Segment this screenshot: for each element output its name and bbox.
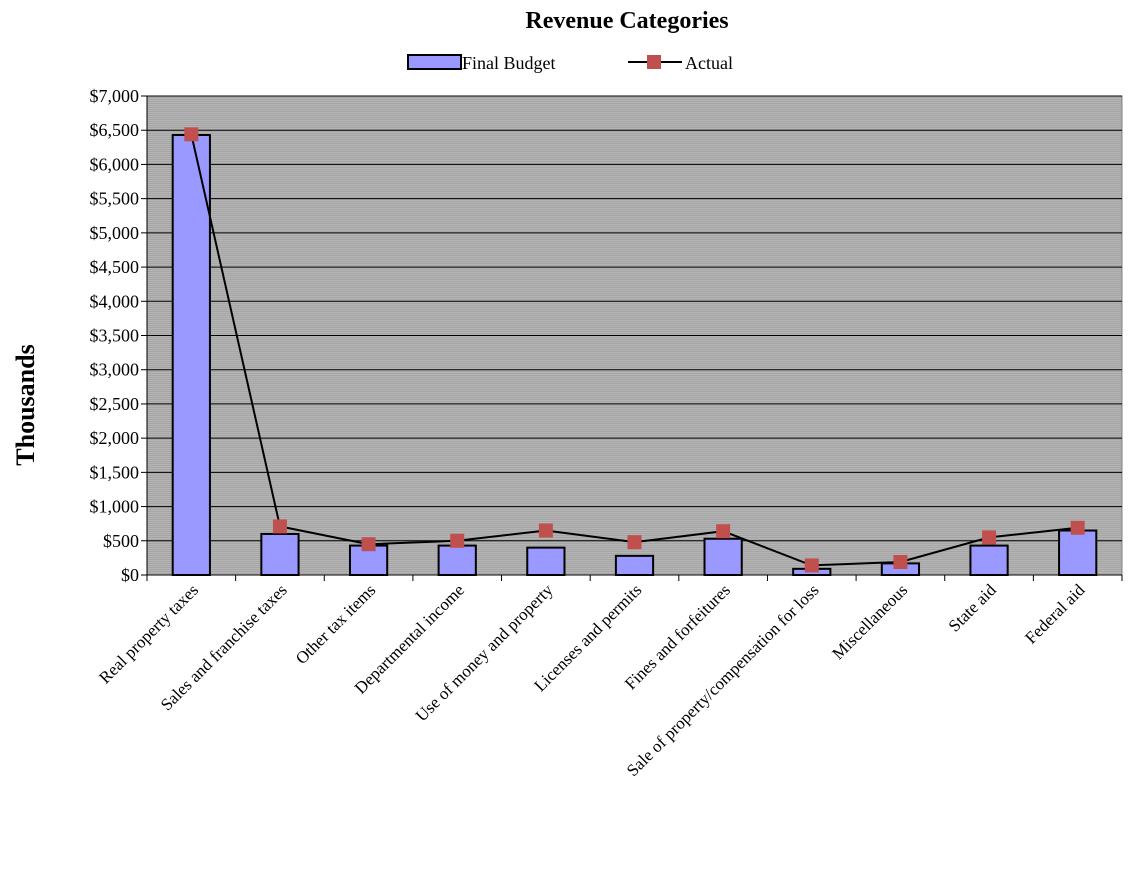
- y-tick-label: $4,000: [90, 291, 140, 311]
- marker-actual: [450, 533, 465, 548]
- x-category-label: Other tax items: [292, 580, 380, 668]
- bar-final-budget: [1058, 529, 1098, 576]
- legend-marker-actual: [647, 55, 661, 69]
- marker-actual: [538, 523, 553, 538]
- bar-final-budget: [437, 544, 477, 577]
- y-tick-label: $6,000: [90, 154, 140, 174]
- marker-actual: [716, 524, 731, 539]
- y-axis-label: Thousands: [11, 344, 40, 465]
- y-tick-label: $500: [103, 531, 139, 551]
- marker-actual: [184, 127, 199, 142]
- bars: [171, 134, 1098, 577]
- marker-actual: [361, 537, 376, 552]
- marker-actual: [627, 535, 642, 550]
- markers: [184, 127, 1085, 573]
- gridlines: [147, 95, 1122, 542]
- y-tick-label: $6,500: [90, 120, 140, 140]
- bar-final-budget: [260, 532, 300, 577]
- chart-title: Revenue Categories: [525, 8, 728, 34]
- y-tick-label: $4,500: [90, 257, 140, 277]
- y-tick-label: $3,500: [90, 326, 140, 346]
- y-tick-label: $1,500: [90, 462, 140, 482]
- y-tick-labels: $0 $500 $1,000 $1,500 $2,000 $2,500 $3,000 $3,5…: [90, 86, 140, 585]
- bar-final-budget: [969, 544, 1009, 577]
- y-tick-label: $7,000: [90, 86, 140, 106]
- marker-actual: [1070, 520, 1085, 535]
- y-tick-label: $2,000: [90, 428, 140, 448]
- x-category-label: Sale of property/compensation for loss: [623, 580, 823, 780]
- marker-actual: [272, 519, 287, 534]
- y-tick-label: $3,000: [90, 360, 140, 380]
- legend: Final Budget Actual: [407, 53, 733, 73]
- bar-final-budget: [171, 134, 211, 577]
- legend-label-final-budget: Final Budget: [462, 53, 556, 73]
- marker-actual: [893, 554, 908, 569]
- y-tick-label: $1,000: [90, 497, 140, 517]
- bar-final-budget: [614, 554, 655, 577]
- y-tick-label: $5,500: [90, 189, 140, 209]
- marker-actual: [982, 530, 997, 545]
- x-category-label: Miscellaneous: [828, 580, 911, 663]
- x-category-label: State aid: [945, 580, 1001, 636]
- y-tick-label: $2,500: [90, 394, 140, 414]
- legend-label-actual: Actual: [685, 53, 733, 73]
- y-tick-label: $5,000: [90, 223, 140, 243]
- x-category-label: Federal aid: [1021, 580, 1089, 648]
- bar-final-budget: [526, 546, 566, 577]
- bar-final-budget: [703, 537, 743, 576]
- marker-actual: [804, 558, 819, 573]
- axes: [141, 95, 1123, 581]
- legend-swatch-final-budget: [407, 54, 462, 70]
- y-tick-label: $0: [121, 565, 139, 585]
